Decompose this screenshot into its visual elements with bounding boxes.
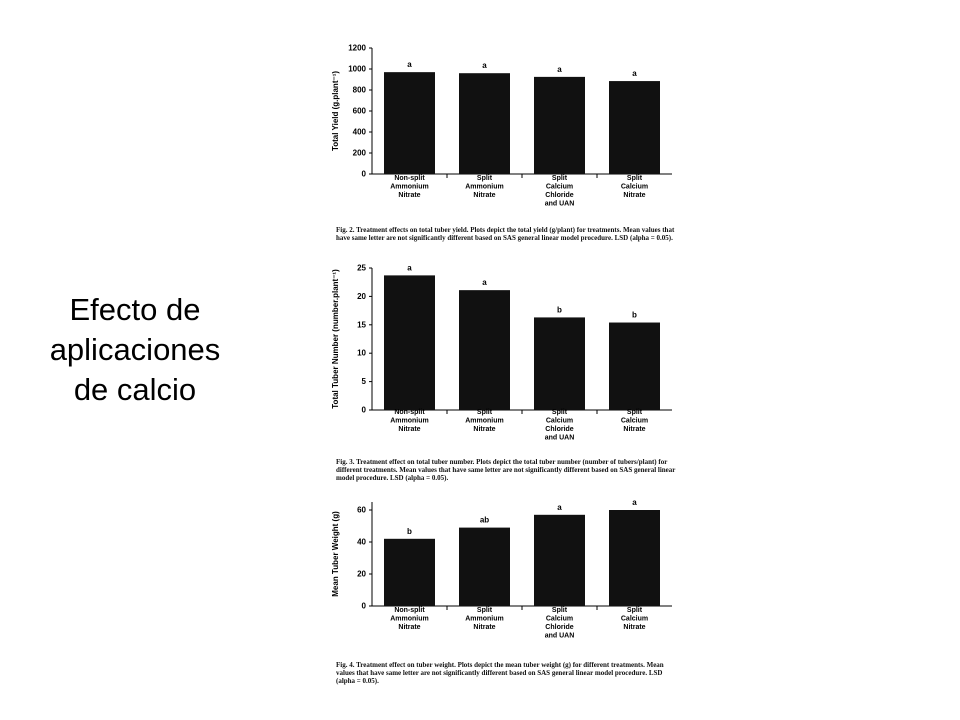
- y-tick-label: 20: [357, 292, 366, 301]
- significance-letter: a: [557, 503, 562, 512]
- bar: [459, 73, 510, 174]
- slide-title: Efecto de aplicaciones de calcio: [20, 290, 250, 410]
- x-tick-label: Split Ammonium Nitrate: [465, 607, 504, 631]
- y-tick-label: 10: [357, 349, 366, 358]
- slide-title-line-1: Efecto de: [69, 292, 201, 327]
- bar: [534, 317, 585, 410]
- significance-letter: b: [407, 527, 412, 536]
- significance-letter: b: [632, 311, 637, 320]
- bar: [459, 290, 510, 410]
- tuber-number-chart: 0 5 10 15 20 25 Total Tuber Number (number.pla…: [331, 263, 672, 442]
- significance-letter: a: [482, 278, 487, 287]
- x-tick-label: Non-split Ammonium Nitrate: [390, 175, 429, 199]
- significance-letter: a: [632, 498, 637, 507]
- y-tick-label: 1000: [348, 65, 366, 74]
- y-tick-label: 40: [357, 538, 366, 547]
- x-tick-label: Split Ammonium Nitrate: [465, 175, 504, 199]
- y-tick-label: 800: [353, 86, 367, 95]
- y-tick-label: 20: [357, 570, 366, 579]
- x-tick-label: Non-split Ammonium Nitrate: [390, 607, 429, 631]
- y-tick-label: 0: [362, 406, 367, 415]
- significance-letter: a: [407, 263, 412, 272]
- significance-letter: b: [557, 305, 562, 314]
- y-tick-label: 25: [357, 264, 366, 273]
- significance-letter: ab: [480, 516, 489, 525]
- bar: [459, 527, 510, 606]
- significance-letter: a: [632, 69, 637, 78]
- bar: [534, 514, 585, 606]
- significance-letter: a: [407, 60, 412, 69]
- tuber-weight-caption: Fig. 4. Treatment effect on tuber weight…: [336, 661, 664, 685]
- bar: [384, 72, 435, 174]
- bar: [609, 322, 660, 410]
- y-axis-label: Mean Tuber Weight (g): [331, 511, 340, 597]
- x-tick-label: Split Calcium Nitrate: [621, 607, 648, 631]
- y-tick-label: 0: [362, 602, 367, 611]
- bar: [609, 81, 660, 174]
- x-tick-label: Split Calcium Chloride and UAN: [545, 175, 575, 208]
- bar: [384, 538, 435, 606]
- bar: [384, 275, 435, 410]
- y-tick-label: 15: [357, 320, 366, 329]
- bar: [609, 510, 660, 606]
- slide-title-line-3: de calcio: [73, 372, 197, 407]
- y-axis-label: Total Tuber Number (number.plant⁻¹): [331, 269, 340, 409]
- y-tick-label: 400: [353, 128, 367, 137]
- tuber-weight-chart: 0 20 40 60 Mean Tuber Weight (g) b Non-split Am…: [331, 498, 672, 640]
- y-tick-label: 0: [362, 170, 367, 179]
- x-tick-label: Non-split Ammonium Nitrate: [390, 409, 429, 433]
- x-tick-label: Split Calcium Nitrate: [621, 409, 648, 433]
- x-tick-label: Split Calcium Nitrate: [621, 175, 648, 199]
- y-tick-label: 60: [357, 506, 366, 515]
- significance-letter: a: [557, 65, 562, 74]
- x-tick-label: Split Calcium Chloride and UAN: [545, 607, 575, 640]
- total-yield-chart: 0 200 400 600 800 1000 1200 Total Yield (g.plan…: [331, 44, 672, 208]
- total-yield-caption: Fig. 2. Treatment effects on total tuber…: [336, 226, 675, 242]
- y-tick-label: 5: [362, 377, 367, 386]
- significance-letter: a: [482, 61, 487, 70]
- y-tick-label: 1200: [348, 44, 366, 53]
- slide-title-line-2: aplicaciones: [49, 332, 221, 367]
- bar: [534, 76, 585, 174]
- y-axis-label: Total Yield (g.plant⁻¹): [331, 71, 340, 151]
- x-tick-label: Split Ammonium Nitrate: [465, 409, 504, 433]
- y-tick-label: 200: [353, 149, 367, 158]
- y-tick-label: 600: [353, 107, 367, 116]
- tuber-number-caption: Fig. 3. Treatment effect on total tuber …: [336, 458, 676, 482]
- x-tick-label: Split Calcium Chloride and UAN: [545, 409, 575, 442]
